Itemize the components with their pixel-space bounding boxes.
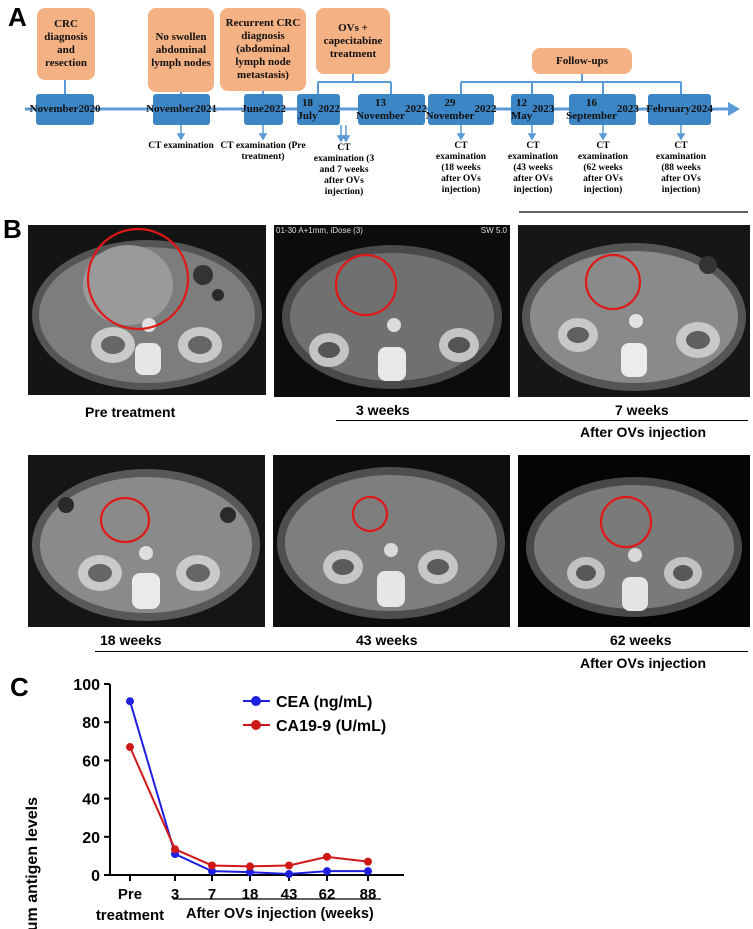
ct-scan-43-weeks: [273, 455, 510, 627]
data-point: [246, 862, 254, 871]
x-tick-label: 43: [281, 886, 298, 903]
ct-scan-drawing: [518, 225, 750, 397]
data-point: [364, 867, 372, 876]
series-line: [129, 746, 369, 868]
date-november-2021: November 2021: [146, 94, 217, 125]
data-point: [126, 743, 134, 752]
caption-3-weeks: 3 weeks: [356, 402, 410, 418]
ct-scan-18-weeks: [28, 455, 265, 627]
data-point: [323, 867, 331, 876]
x-tick-label: treatment: [96, 907, 164, 924]
y-tick-label: 40: [82, 792, 100, 809]
data-point: [208, 861, 216, 870]
x-tick-label: 3: [171, 886, 179, 903]
ct-scan-3-weeks: 01-30 A+1mm, iDose (3) SW 5.0: [274, 225, 510, 397]
ct-label-pre-treatment: CT examination (Pre treatment): [220, 141, 306, 162]
y-tick-label: 20: [82, 830, 100, 847]
legend-label: CEA (ng/mL): [276, 694, 372, 711]
caption-18-weeks: 18 weeks: [100, 632, 162, 648]
ct-label-3-7-weeks: CT examination (3 and 7 weeks after OVs …: [313, 143, 375, 197]
y-axis: 0 20 40 60 80 100: [73, 677, 111, 885]
legend-label: CA19-9 (U/mL): [276, 718, 386, 735]
ct-label-nov-2021: CT examination: [148, 141, 214, 151]
panel-label-c: C: [10, 672, 29, 702]
event-crc-diagnosis: CRC diagnosis and resection: [37, 8, 95, 80]
ct-label-43-weeks: CT examination (43 weeks after OVs injec…: [507, 141, 559, 195]
event-follow-ups: Follow-ups: [532, 48, 632, 74]
x-tick-label: Pre: [118, 886, 142, 903]
date-february-2024: February 2024: [646, 94, 713, 125]
date-29-november-2022: 29 November 2022: [426, 94, 496, 125]
after-ovs-label-1: After OVs injection: [580, 424, 707, 440]
data-point: [285, 861, 293, 870]
date-18-july-2022: 18 July 2022: [297, 94, 340, 125]
date-november-2020: November 2020: [30, 94, 100, 125]
ct-scan-drawing: [28, 455, 265, 627]
ct-scan-drawing: [273, 455, 510, 627]
x-axis-label: After OVs injection (weeks): [186, 906, 374, 922]
date-13-november-2022: 13 November 2022: [356, 94, 427, 125]
x-tick-label: 62: [319, 886, 336, 903]
serum-antigen-chart: Serum antigen levels 0 20 40 60 80 100 Pre tre…: [24, 677, 404, 929]
data-point: [171, 845, 179, 854]
ct-scan-drawing: [518, 455, 750, 627]
panel-label-b: B: [3, 214, 22, 244]
event-no-lymph-nodes: No swollen abdominal lymph nodes: [148, 8, 214, 92]
panel-label-a: A: [8, 2, 27, 32]
scan-overlay-text: 01-30 A+1mm, iDose (3): [276, 226, 363, 235]
ct-label-18-weeks: CT examination (18 weeks after OVs injec…: [435, 141, 487, 195]
data-point: [364, 857, 372, 866]
series-layer: [126, 697, 372, 879]
y-axis-label: Serum antigen levels: [24, 797, 41, 929]
ct-scan-drawing: [28, 225, 266, 395]
ct-scan-drawing: [274, 225, 510, 397]
y-tick-label: 60: [82, 753, 100, 770]
x-tick-label: 18: [242, 886, 259, 903]
event-recurrent-crc: Recurrent CRC diagnosis (abdominal lymph…: [220, 8, 306, 91]
legend-marker: [251, 696, 261, 706]
event-ovs-treatment: OVs + capecitabine treatment: [316, 8, 390, 74]
x-tick-label: 88: [360, 886, 377, 903]
ct-scan-62-weeks: [518, 455, 750, 627]
data-point: [208, 867, 216, 876]
y-tick-label: 80: [82, 715, 100, 732]
caption-pre-treatment: Pre treatment: [85, 404, 176, 420]
ct-scan-7-weeks: [518, 225, 750, 397]
date-16-september-2023: 16 September 2023: [566, 94, 639, 125]
data-point: [246, 868, 254, 877]
y-tick-label: 0: [91, 868, 100, 885]
data-point: [323, 852, 331, 861]
caption-43-weeks: 43 weeks: [356, 632, 418, 648]
caption-7-weeks: 7 weeks: [615, 402, 669, 418]
timeline-arrowhead: [728, 102, 740, 116]
scan-overlay-text-2: SW 5.0: [480, 226, 507, 235]
date-12-may-2023: 12 May 2023: [511, 94, 554, 125]
after-ovs-underline-2: [95, 651, 748, 652]
x-tick-label: 7: [208, 886, 216, 903]
caption-62-weeks: 62 weeks: [610, 632, 672, 648]
after-ovs-label-2: After OVs injection: [580, 655, 707, 671]
chart-legend: CEA (ng/mL) CA19-9 (U/mL): [243, 694, 386, 735]
data-point: [285, 870, 293, 879]
ct-label-62-weeks: CT examination (62 weeks after OVs injec…: [577, 141, 629, 195]
legend-marker: [251, 720, 261, 730]
ct-scan-pre-treatment: [28, 225, 266, 395]
data-point: [126, 697, 134, 706]
y-tick-label: 100: [73, 677, 100, 694]
date-june-2022: June 2022: [241, 94, 286, 125]
after-ovs-underline-1: [336, 420, 748, 421]
ct-label-88-weeks: CT examination (88 weeks after OVs injec…: [655, 141, 707, 195]
